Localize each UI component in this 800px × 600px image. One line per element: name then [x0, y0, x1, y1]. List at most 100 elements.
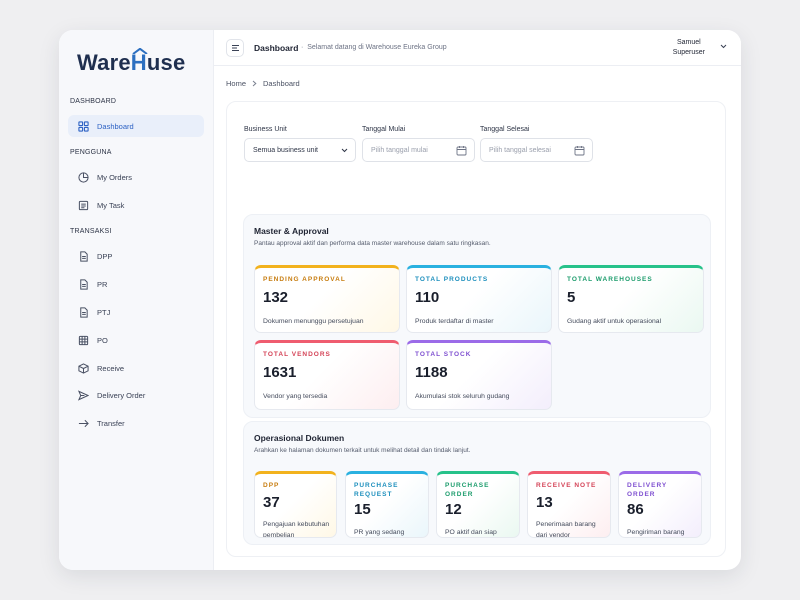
menu-toggle-button[interactable]: [226, 39, 244, 57]
user-name: Samuel: [676, 39, 701, 46]
sidebar-item-label: Transfer: [97, 418, 125, 428]
card-value: 12: [445, 501, 462, 518]
card-value: 13: [536, 494, 553, 511]
purchase-order-card[interactable]: PURCHASE ORDER 12 PO aktif dan siap dipa…: [436, 471, 520, 538]
sidebar-item-label: Delivery Order: [97, 390, 146, 400]
card-value: 110: [415, 289, 440, 306]
operational-subtitle: Arahkan ke halaman dokumen terkait untuk…: [254, 447, 471, 454]
card-title: DELIVERY ORDER: [627, 482, 668, 498]
page-title: Dashboard: [254, 43, 299, 53]
card-value: 1631: [263, 364, 297, 381]
grid-icon: [76, 119, 90, 133]
card-value: 1188: [415, 364, 448, 381]
total-products-card[interactable]: TOTAL PRODUCTS 110 Produk terdaftar di m…: [406, 265, 552, 333]
page-subtitle: · Selamat datang di Warehouse Eureka Gro…: [301, 44, 447, 51]
card-title: RECEIVE NOTE: [536, 482, 597, 489]
receive-note-card[interactable]: RECEIVE NOTE 13 Penerimaan barang dari v…: [527, 471, 611, 538]
sidebar-item-dashboard[interactable]: Dashboard: [68, 115, 204, 137]
business-unit-value: Semua business unit: [253, 146, 318, 154]
pending-approval-card[interactable]: PENDING APPROVAL 132 Dokumen menunggu pe…: [254, 265, 400, 333]
sidebar-item-transfer[interactable]: Transfer: [68, 412, 204, 434]
user-menu[interactable]: Samuel Superuser: [673, 38, 705, 58]
breadcrumb: Home Dashboard: [226, 79, 300, 88]
logo-house-mark: H: [130, 48, 148, 75]
card-title: PURCHASE REQUEST: [354, 482, 399, 498]
card-title: TOTAL WAREHOUSES: [567, 276, 653, 283]
logo-text-pre: Ware: [77, 50, 131, 75]
dpp-card[interactable]: DPP 37 Pengajuan kebutuhan pembelian: [254, 471, 337, 538]
breadcrumb-current: Dashboard: [263, 79, 300, 88]
card-description: Penerimaan barang dari vendor: [536, 521, 596, 538]
business-unit-label: Business Unit: [244, 126, 287, 133]
card-description: Gudang aktif untuk operasional: [567, 318, 662, 325]
end-date-input[interactable]: Pilih tanggal selesai: [480, 138, 593, 162]
sidebar-item-po[interactable]: PO: [68, 329, 204, 351]
total-stock-card[interactable]: TOTAL STOCK 1188 Akumulasi stok seluruh …: [406, 340, 552, 410]
card-description: Vendor yang tersedia: [263, 393, 328, 400]
sidebar-item-ptj[interactable]: PTJ: [68, 301, 204, 323]
card-value: 15: [354, 501, 371, 518]
card-value: 37: [263, 494, 280, 511]
calendar-icon: [574, 146, 585, 156]
end-date-placeholder: Pilih tanggal selesai: [489, 146, 551, 154]
app-window: Ware Huse DASHBOARD Dashboard PENGGUNA My…: [59, 30, 741, 570]
card-description: Dokumen menunggu persetujuan: [263, 318, 364, 325]
start-date-input[interactable]: Pilih tanggal mulai: [362, 138, 475, 162]
card-description: PR yang sedang berjalan: [354, 529, 405, 536]
end-date-label: Tanggal Selesai: [480, 126, 530, 133]
main-content: Business Unit Semua business unit Tangga…: [226, 101, 726, 557]
start-date-label: Tanggal Mulai: [362, 126, 406, 133]
sidebar-item-label: PR: [97, 279, 108, 289]
sidebar-item-label: PTJ: [97, 307, 111, 317]
calendar-icon: [456, 146, 467, 156]
sidebar-item-my-orders[interactable]: My Orders: [68, 166, 204, 188]
box-icon: [76, 361, 90, 375]
document-icon: [76, 305, 90, 319]
sidebar-item-label: Dashboard: [97, 121, 134, 131]
card-title: TOTAL VENDORS: [263, 351, 331, 358]
section-label-pengguna: PENGGUNA: [70, 149, 112, 156]
sidebar-item-delivery-order[interactable]: Delivery Order: [68, 384, 204, 406]
user-role: Superuser: [672, 49, 705, 56]
master-approval-panel: Master & Approval Pantau approval aktif …: [243, 214, 711, 418]
sidebar-item-label: My Orders: [97, 172, 133, 182]
welcome-text: Selamat datang di Warehouse Eureka Group: [307, 44, 447, 51]
sidebar-item-pr[interactable]: PR: [68, 273, 204, 295]
business-unit-select[interactable]: Semua business unit: [244, 138, 356, 162]
breadcrumb-home[interactable]: Home: [226, 79, 247, 88]
sidebar-item-label: PO: [97, 335, 108, 345]
document-icon: [76, 249, 90, 263]
card-value: 132: [263, 289, 289, 306]
arrow-right-icon: [76, 416, 90, 430]
total-warehouses-card[interactable]: TOTAL WAREHOUSES 5 Gudang aktif untuk op…: [558, 265, 704, 333]
delivery-order-card[interactable]: DELIVERY ORDER 86 Pengiriman barang inte…: [618, 471, 702, 538]
logo[interactable]: Ware Huse: [77, 48, 185, 76]
logo-text-h: H: [130, 50, 147, 75]
sidebar-item-receive[interactable]: Receive: [68, 357, 204, 379]
card-value: 5: [567, 289, 576, 306]
card-description: Pengiriman barang internal: [627, 529, 685, 536]
sidebar-item-label: My Task: [97, 200, 125, 210]
card-description: Pengajuan kebutuhan pembelian: [263, 521, 330, 538]
total-vendors-card[interactable]: TOTAL VENDORS 1631 Vendor yang tersedia: [254, 340, 400, 410]
sidebar: Ware Huse DASHBOARD Dashboard PENGGUNA My…: [59, 30, 214, 570]
card-title: PENDING APPROVAL: [263, 276, 346, 283]
section-label-dashboard: DASHBOARD: [70, 98, 117, 105]
card-description: PO aktif dan siap dipantau: [445, 529, 497, 536]
card-title: TOTAL PRODUCTS: [415, 276, 489, 283]
sidebar-item-label: Receive: [97, 363, 125, 373]
card-title: DPP: [263, 482, 280, 489]
purchase-request-card[interactable]: PURCHASE REQUEST 15 PR yang sedang berja…: [345, 471, 429, 538]
roof-icon: [132, 48, 148, 54]
operational-title: Operasional Dokumen: [254, 433, 345, 443]
sidebar-item-label: DPP: [97, 251, 113, 261]
card-description: Produk terdaftar di master: [415, 318, 494, 325]
sidebar-item-my-task[interactable]: My Task: [68, 194, 204, 216]
title-separator: ·: [301, 44, 304, 51]
section-label-transaksi: TRANSAKSI: [70, 228, 112, 235]
pie-chart-icon: [76, 170, 90, 184]
chevron-down-icon[interactable]: [720, 44, 727, 49]
top-header: Dashboard · Selamat datang di Warehouse …: [214, 30, 741, 66]
sidebar-item-dpp[interactable]: DPP: [68, 245, 204, 267]
operational-documents-panel: Operasional Dokumen Arahkan ke halaman d…: [243, 421, 711, 545]
